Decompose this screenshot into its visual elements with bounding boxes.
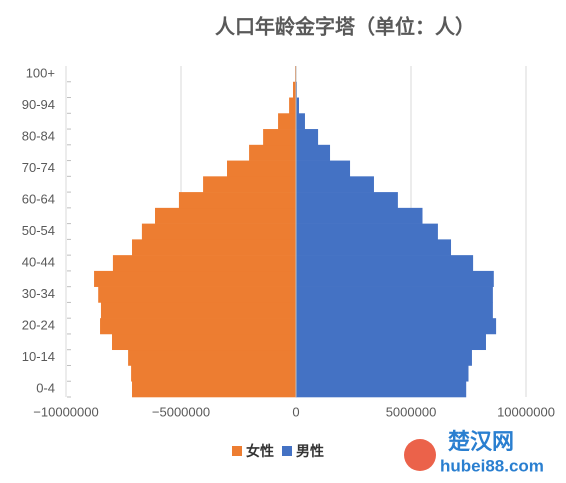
bar xyxy=(296,129,319,146)
bar xyxy=(296,255,474,272)
x-tick-label: −10000000 xyxy=(33,404,98,419)
x-tick-label: −5000000 xyxy=(152,404,210,419)
bar xyxy=(141,223,296,240)
y-tick-label: 90-94 xyxy=(22,97,55,112)
x-tick-label: 10000000 xyxy=(497,404,555,419)
bar xyxy=(296,192,398,209)
bar xyxy=(296,365,469,382)
y-tick-label: 40-44 xyxy=(22,254,55,269)
bar xyxy=(132,381,296,398)
bar xyxy=(296,223,438,240)
x-tick-label: 5000000 xyxy=(386,404,437,419)
bar xyxy=(203,176,296,193)
y-tick-label: 10-14 xyxy=(22,349,55,364)
bar xyxy=(100,302,297,319)
watermark-name: 楚汉网 xyxy=(448,429,514,454)
bar xyxy=(296,302,493,319)
watermark: 楚汉网 hubei88.com xyxy=(404,429,544,475)
y-tick-label: 0-4 xyxy=(36,381,55,396)
y-tick-label: 20-24 xyxy=(22,318,55,333)
bar xyxy=(296,349,472,366)
bar xyxy=(263,129,296,146)
bar xyxy=(132,239,296,256)
watermark-logo xyxy=(404,439,436,471)
y-tick-label: 80-84 xyxy=(22,128,55,143)
bar xyxy=(155,207,296,224)
bar xyxy=(131,365,296,382)
y-tick-label: 70-74 xyxy=(22,160,55,175)
bar xyxy=(128,349,296,366)
bar xyxy=(296,144,331,161)
bar xyxy=(296,160,351,177)
bar xyxy=(289,97,296,114)
bar xyxy=(112,255,296,272)
y-tick-label: 60-64 xyxy=(22,191,55,206)
bar xyxy=(100,318,296,335)
bar xyxy=(296,176,374,193)
bar xyxy=(278,113,296,130)
legend-swatch xyxy=(232,446,242,456)
chart-title: 人口年龄金字塔（单位：人） xyxy=(215,15,475,39)
bar xyxy=(296,239,452,256)
bar xyxy=(293,81,296,98)
bar xyxy=(296,381,467,398)
bar xyxy=(94,270,296,287)
legend-swatch xyxy=(282,446,292,456)
y-tick-label: 50-54 xyxy=(22,223,55,238)
bar xyxy=(249,144,296,161)
bar xyxy=(296,318,497,335)
bar xyxy=(296,207,423,224)
legend-label: 女性 xyxy=(246,443,274,460)
y-tick-label: 100+ xyxy=(26,65,55,80)
bar xyxy=(178,192,296,209)
bar xyxy=(227,160,296,177)
bar xyxy=(112,333,296,351)
watermark-url: hubei88.com xyxy=(440,456,544,475)
bar xyxy=(296,113,305,130)
bar xyxy=(296,286,493,303)
y-tick-label: 30-34 xyxy=(22,286,55,301)
bar xyxy=(296,270,494,287)
bar xyxy=(98,286,296,303)
legend-label: 男性 xyxy=(296,443,324,460)
bar xyxy=(296,97,299,114)
bar xyxy=(296,333,486,351)
x-tick-label: 0 xyxy=(292,404,299,419)
